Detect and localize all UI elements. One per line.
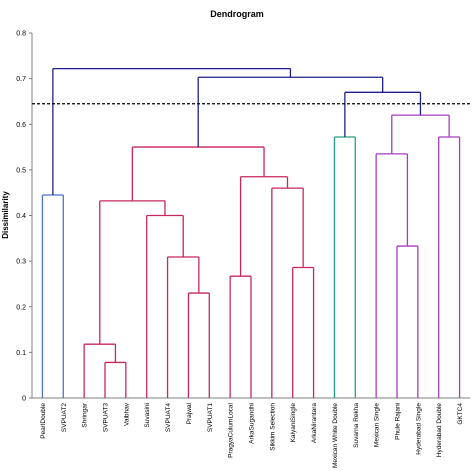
leaf-label: SVPUAT4	[165, 403, 172, 433]
leaf-label: Suvasini	[144, 403, 151, 428]
y-tick-label: 0.6	[16, 122, 26, 129]
y-axis-label: Dissimilarity	[1, 191, 10, 239]
y-tick-label: 0.2	[16, 304, 26, 311]
leaf-label: ArkaNirantara	[311, 403, 318, 443]
y-tick-label: 0.5	[16, 167, 26, 174]
leaf-labels: PearlDouble SVPUAT2 Shringar SVPUAT3 Vaibhav…	[40, 402, 464, 468]
y-tick-label: 0.4	[16, 213, 26, 220]
leaf-label: GKTC4	[457, 403, 464, 425]
leaf-label: KalyaniSingle	[290, 403, 297, 443]
leaf-label: Hyderabad Single	[415, 403, 422, 455]
y-tick-label: 0.7	[16, 76, 26, 83]
leaf-label: PragyaCulumLocal	[228, 402, 235, 457]
leaf-label: SVPUAT3	[103, 403, 110, 433]
leaf-label: Phule Rajani	[395, 403, 402, 440]
dendrogram-links	[41, 67, 461, 398]
leaf-label: Shringar	[82, 402, 89, 427]
leaf-label: Vaibhav	[123, 402, 130, 426]
y-tick-label: 0.8	[16, 31, 26, 38]
leaf-label: Mexican White Double	[332, 403, 339, 468]
leaf-label: Mexican Single	[374, 403, 381, 447]
y-tick-label: 0	[22, 396, 26, 403]
leaf-label: Sikkim Selection	[269, 403, 276, 451]
chart-title: Dendrogram	[210, 9, 264, 19]
leaf-label: Prajwal	[186, 402, 193, 424]
y-tick-label: 0.1	[16, 350, 26, 357]
leaf-label: ArkaSugandhi	[249, 403, 256, 444]
leaf-label: Hyderabad Double	[436, 403, 443, 458]
leaf-label: PearlDouble	[40, 403, 47, 439]
leaf-label: Suvarna Rekha	[353, 403, 360, 448]
y-tick-label: 0.3	[16, 259, 26, 266]
leaf-label: SVPUAT1	[207, 403, 214, 433]
leaf-label: SVPUAT2	[61, 403, 68, 433]
